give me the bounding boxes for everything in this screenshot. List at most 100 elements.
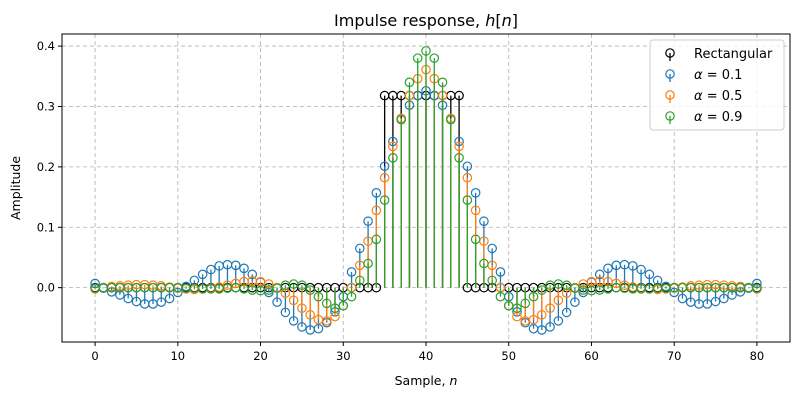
stem-marker: [355, 243, 365, 254]
x-tick-label: 50: [501, 349, 516, 363]
stem-marker: [495, 291, 506, 302]
x-tick-label: 40: [419, 349, 434, 363]
stem-marker: [561, 280, 572, 291]
stem-marker: [297, 322, 307, 332]
y-tick-label: 0.1: [37, 220, 55, 234]
legend-marker: [665, 48, 675, 58]
stem-marker: [553, 295, 564, 306]
y-tick-label: 0.4: [37, 39, 55, 53]
legend-item: α = 0.5: [665, 89, 742, 104]
stem-plot: [90, 46, 762, 335]
stem-marker: [537, 310, 547, 320]
stem-marker: [669, 287, 679, 298]
stem-marker: [462, 172, 473, 183]
chart-title: Impulse response, h[n]: [334, 11, 518, 30]
stem-marker: [164, 293, 175, 304]
y-tick-label: 0.0: [37, 281, 55, 295]
legend-label: Rectangular: [694, 47, 773, 62]
stem-marker: [710, 296, 721, 307]
stem-marker: [388, 153, 398, 163]
stem-marker: [537, 285, 547, 295]
stem-marker: [173, 287, 183, 298]
stem-marker: [545, 303, 555, 313]
y-tick-label: 0.3: [37, 99, 55, 113]
stem-marker: [288, 295, 299, 306]
stem-marker: [206, 264, 216, 275]
stem-marker: [338, 300, 349, 311]
stem-marker: [321, 298, 332, 309]
stem-marker: [594, 269, 605, 280]
stem-marker: [156, 297, 167, 307]
x-axis-label: Sample, n: [395, 373, 458, 388]
stem-marker: [230, 260, 241, 271]
stem-marker: [719, 293, 729, 304]
stem-marker: [437, 77, 448, 88]
legend-item: α = 0.9: [665, 110, 742, 125]
stem-marker: [462, 161, 473, 172]
stem-marker: [454, 90, 464, 101]
stem-marker: [313, 291, 324, 302]
stem-marker: [446, 114, 456, 125]
legend-item: Rectangular: [665, 47, 773, 62]
legend-item: α = 0.1: [665, 68, 742, 83]
stem-marker: [528, 291, 539, 302]
stem-marker: [396, 114, 406, 125]
stem-marker: [404, 77, 415, 88]
stem-marker: [106, 287, 117, 297]
stem-marker: [520, 298, 531, 309]
x-axis-ticks: 0 10 20 30 40 50 60 70 80: [91, 342, 764, 363]
stem-marker: [603, 263, 613, 274]
stem-marker: [454, 141, 464, 152]
stem-marker: [727, 290, 737, 300]
stem-marker: [379, 161, 390, 172]
stem-marker: [454, 153, 464, 163]
stem-marker: [371, 234, 382, 245]
stem-marker: [272, 297, 282, 307]
stem-marker: [628, 261, 638, 271]
series-3: [90, 46, 762, 313]
stem-marker: [752, 283, 762, 294]
stem-marker: [123, 293, 133, 304]
x-tick-label: 0: [91, 349, 98, 363]
stem-marker: [677, 293, 688, 304]
stem-marker: [487, 275, 497, 286]
stem-marker: [379, 195, 390, 205]
stem-marker: [379, 172, 390, 183]
stem-marker: [115, 290, 125, 300]
stem-marker: [90, 278, 100, 289]
stem-marker: [346, 291, 357, 302]
stem-marker: [197, 269, 208, 280]
y-axis-ticks: 0.0 0.1 0.2 0.3 0.4: [37, 39, 62, 295]
legend-box: [649, 39, 785, 131]
stem-marker: [553, 316, 564, 326]
x-tick-label: 10: [170, 349, 185, 363]
stem-marker: [644, 269, 655, 280]
stem-marker: [388, 141, 398, 152]
stem-marker: [537, 325, 547, 335]
legend-marker: [665, 111, 675, 121]
x-tick-label: 70: [667, 349, 682, 363]
stem-marker: [735, 287, 746, 297]
stem-marker: [388, 136, 398, 147]
stem-marker: [545, 322, 555, 332]
stem-marker: [371, 205, 382, 216]
legend: Rectangular α = 0.1 α = 0.5 α = 0.9: [649, 39, 785, 131]
x-tick-label: 20: [253, 349, 268, 363]
stem-marker: [305, 310, 315, 320]
stem-marker: [454, 136, 464, 147]
stem-marker: [487, 243, 497, 254]
stem-marker: [288, 316, 299, 326]
stem-marker: [305, 285, 315, 295]
y-axis-label: Amplitude: [8, 156, 23, 220]
x-tick-label: 30: [336, 349, 351, 363]
stem-marker: [636, 264, 646, 275]
stem-marker: [247, 269, 258, 280]
stem-marker: [462, 195, 473, 205]
stem-marker: [495, 267, 506, 277]
stem-marker: [355, 275, 365, 286]
legend-marker: [665, 69, 675, 79]
x-tick-label: 80: [750, 349, 765, 363]
stem-marker: [363, 258, 373, 269]
stem-marker: [470, 188, 481, 198]
